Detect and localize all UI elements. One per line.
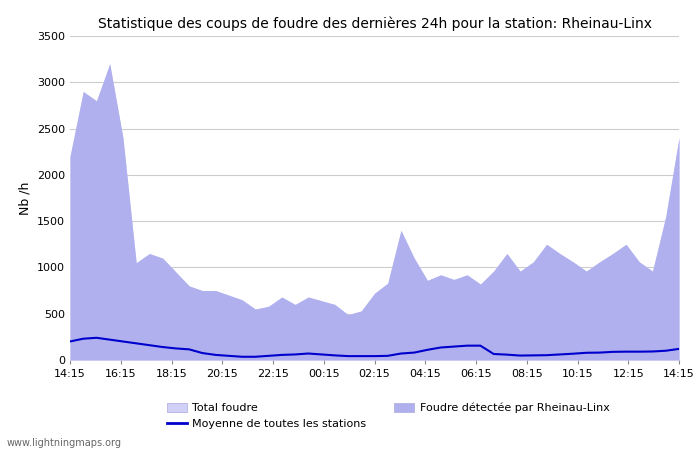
Legend: Total foudre, Moyenne de toutes les stations, Foudre détectée par Rheinau-Linx: Total foudre, Moyenne de toutes les stat… bbox=[167, 403, 610, 429]
Title: Statistique des coups de foudre des dernières 24h pour la station: Rheinau-Linx: Statistique des coups de foudre des dern… bbox=[97, 16, 652, 31]
Text: www.lightningmaps.org: www.lightningmaps.org bbox=[7, 438, 122, 448]
Y-axis label: Nb /h: Nb /h bbox=[18, 181, 32, 215]
